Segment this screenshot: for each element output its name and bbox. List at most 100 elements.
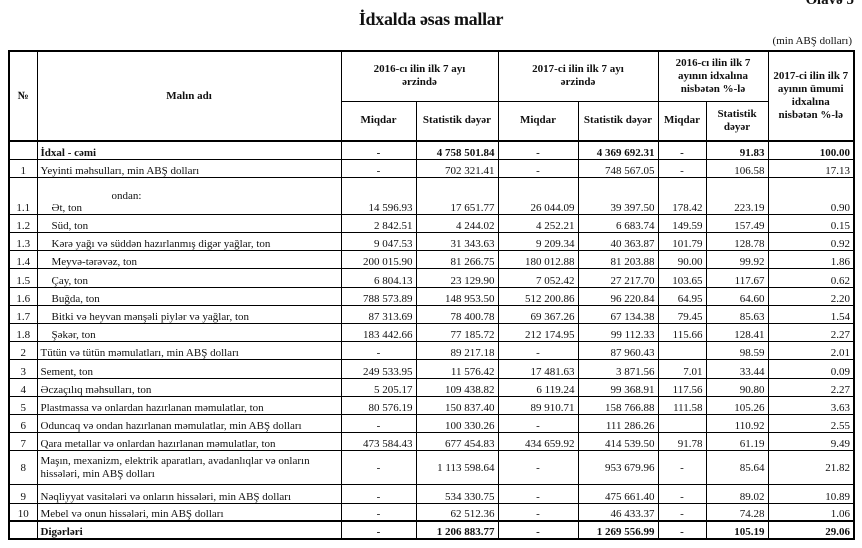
row-name: Yeyinti məhsulları, min ABŞ dolları <box>36 158 342 178</box>
cell-share-2017: 0.62 <box>767 268 855 288</box>
row-number <box>8 140 38 160</box>
cell-quantity-2016: - <box>340 520 417 540</box>
cell-share-2017: 3.63 <box>767 395 855 415</box>
cell-quantity-2017: - <box>497 484 579 504</box>
cell-share-2017: 0.92 <box>767 232 855 252</box>
cell-value-2017: 99 368.91 <box>577 377 659 397</box>
cell-quantity-2017: 180 012.88 <box>497 250 579 270</box>
row-number: 1.1 <box>8 176 38 215</box>
table-row: 6 Oduncaq və ondan hazırlanan məmulatlar,… <box>8 413 855 434</box>
cell-value-ratio: 90.80 <box>705 377 769 397</box>
row-name: Meyvə-tərəvəz, ton <box>36 250 342 270</box>
cell-quantity-ratio: - <box>657 484 707 504</box>
cell-quantity-2017: 434 659.92 <box>497 432 579 452</box>
cell-value-ratio: 33.44 <box>705 359 769 379</box>
cell-quantity-2016: - <box>340 140 417 160</box>
cell-quantity-ratio: 178.42 <box>657 176 707 215</box>
row-name: Sement, ton <box>36 359 342 379</box>
table-row: 7 Qara metallar və onlardan hazırlanan mə… <box>8 432 855 452</box>
cell-value-2016: 150 837.40 <box>415 395 499 415</box>
cell-quantity-ratio: - <box>657 158 707 178</box>
appendix-label: Əlavə 5 <box>805 0 854 8</box>
header-2016: 2016-cı ilin ilk 7 ayı ərzində <box>340 50 499 102</box>
cell-quantity-ratio: 91.78 <box>657 432 707 452</box>
cell-share-2017: 1.06 <box>767 502 855 522</box>
cell-quantity-2017: - <box>497 158 579 178</box>
cell-value-ratio: 64.60 <box>705 286 769 306</box>
cell-value-ratio: 110.92 <box>705 413 769 434</box>
cell-value-ratio: 157.49 <box>705 213 769 234</box>
cell-quantity-2017: 6 119.24 <box>497 377 579 397</box>
cell-value-2017: 39 397.50 <box>577 176 659 215</box>
cell-quantity-2016: 9 047.53 <box>340 232 417 252</box>
table-row: 4 Əczaçılıq məhsulları, ton 5 205.17 109 43… <box>8 377 855 397</box>
cell-value-ratio: 91.83 <box>705 140 769 160</box>
cell-quantity-2016: 87 313.69 <box>340 304 417 325</box>
cell-quantity-ratio: 111.58 <box>657 395 707 415</box>
row-number: 2 <box>8 341 38 361</box>
table-row: 1.2 Süd, ton 2 842.51 4 244.02 4 252.21 6 683… <box>8 213 855 234</box>
table-row: 1.1 ondan: Ət, ton 14 596.93 17 651.77 26 044… <box>8 176 855 215</box>
row-name-text: Ət, ton <box>51 201 83 214</box>
table-row: 3 Sement, ton 249 533.95 11 576.42 17 481.63… <box>8 359 855 379</box>
cell-share-2017: 1.54 <box>767 304 855 325</box>
cell-quantity-ratio <box>657 341 707 361</box>
row-name: Bitki və heyvan mənşəli piylər və yağlar… <box>36 304 342 325</box>
row-number: 4 <box>8 377 38 397</box>
cell-value-ratio: 98.59 <box>705 341 769 361</box>
cell-quantity-ratio: 79.45 <box>657 304 707 325</box>
cell-value-2017: 953 679.96 <box>577 450 659 486</box>
sub-label: ondan: <box>111 189 142 202</box>
cell-value-ratio: 105.26 <box>705 395 769 415</box>
row-name: Əczaçılıq məhsulları, ton <box>36 377 342 397</box>
header-value-ratio: Statistik dəyər <box>705 100 769 142</box>
cell-value-ratio: 74.28 <box>705 502 769 522</box>
imports-table: № Malın adı 2016-cı ilin ilk 7 ayı ərzin… <box>8 50 855 541</box>
cell-value-2016: 148 953.50 <box>415 286 499 306</box>
row-name: Kərə yağı və süddən hazırlanmış digər ya… <box>36 232 342 252</box>
cell-value-2016: 89 217.18 <box>415 341 499 361</box>
row-number: 6 <box>8 413 38 434</box>
cell-quantity-ratio <box>657 413 707 434</box>
table-row: 1.7 Bitki və heyvan mənşəli piylər və yağ… <box>8 304 855 325</box>
row-number: 1.8 <box>8 322 38 343</box>
table-row: 2 Tütün və tütün məmulatları, min ABŞ dol… <box>8 341 855 361</box>
row-name: Maşın, mexanizm, elektrik aparatları, av… <box>36 450 342 486</box>
row-number <box>8 520 38 540</box>
cell-quantity-2016: - <box>340 341 417 361</box>
cell-value-2016: 11 576.42 <box>415 359 499 379</box>
cell-value-2017: 1 269 556.99 <box>577 520 659 540</box>
cell-quantity-2016: 5 205.17 <box>340 377 417 397</box>
cell-share-2017: 2.01 <box>767 341 855 361</box>
cell-quantity-ratio: 101.79 <box>657 232 707 252</box>
cell-share-2017: 0.09 <box>767 359 855 379</box>
cell-quantity-2017: 4 252.21 <box>497 213 579 234</box>
cell-quantity-2016: - <box>340 158 417 178</box>
cell-share-2017: 2.55 <box>767 413 855 434</box>
row-name: Mebel və onun hissələri, min ABŞ dolları <box>36 502 342 522</box>
row-name: ondan: Ət, ton <box>36 176 342 215</box>
row-number: 7 <box>8 432 38 452</box>
cell-value-2017: 81 203.88 <box>577 250 659 270</box>
header-name: Malın adı <box>36 50 342 142</box>
cell-quantity-ratio: - <box>657 450 707 486</box>
cell-value-2017: 111 286.26 <box>577 413 659 434</box>
row-number: 9 <box>8 484 38 504</box>
row-name: Buğda, ton <box>36 286 342 306</box>
cell-quantity-2017: 26 044.09 <box>497 176 579 215</box>
cell-quantity-2016: 249 533.95 <box>340 359 417 379</box>
table-row: 1.4 Meyvə-tərəvəz, ton 200 015.90 81 266.75… <box>8 250 855 270</box>
cell-share-2017: 2.20 <box>767 286 855 306</box>
row-number: 8 <box>8 450 38 486</box>
cell-value-ratio: 105.19 <box>705 520 769 540</box>
cell-share-2017: 2.27 <box>767 377 855 397</box>
cell-quantity-2016: - <box>340 413 417 434</box>
cell-value-2016: 31 343.63 <box>415 232 499 252</box>
cell-quantity-2017: 17 481.63 <box>497 359 579 379</box>
cell-share-2017: 9.49 <box>767 432 855 452</box>
cell-share-2017: 1.86 <box>767 250 855 270</box>
cell-value-2016: 534 330.75 <box>415 484 499 504</box>
header-quantity-2016: Miqdar <box>340 100 417 142</box>
cell-quantity-2017: 69 367.26 <box>497 304 579 325</box>
cell-quantity-2016: - <box>340 502 417 522</box>
